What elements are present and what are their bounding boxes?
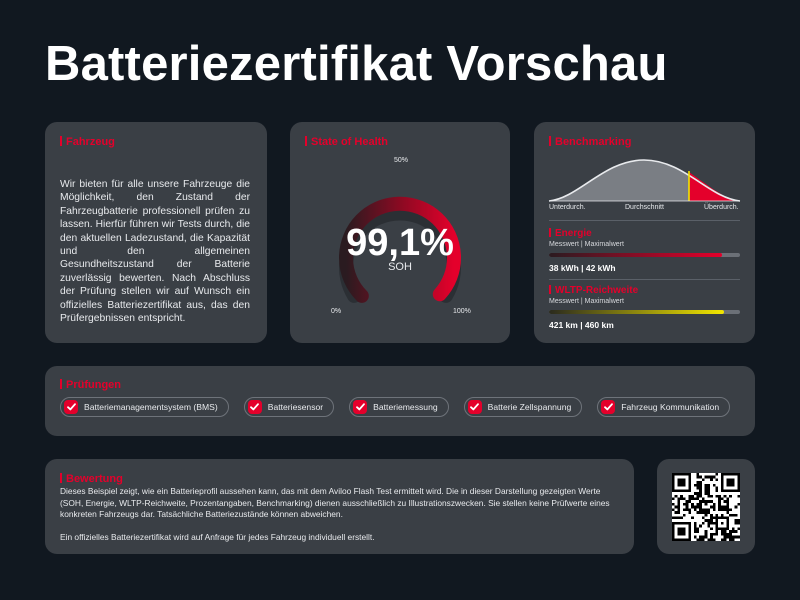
check-icon: [467, 400, 482, 414]
benchmark-label-high: Überdurch.: [704, 204, 739, 211]
tests-card-title: Prüfungen: [60, 379, 121, 391]
energy-bar-fill: [549, 253, 722, 257]
soh-gauge-fill: [339, 196, 461, 303]
range-subtitle: Messwert | Maximalwert: [549, 298, 624, 305]
soh-label: SOH: [388, 261, 412, 273]
test-chip-bms: Batteriemanagementsystem (BMS): [60, 397, 229, 417]
page-title: Batteriezertifikat Vorschau: [45, 37, 668, 91]
range-title: WLTP-Reichweite: [549, 285, 638, 296]
test-chip-communication: Fahrzeug Kommunikation: [597, 397, 731, 417]
vehicle-card: Fahrzeug Wir bieten für alle unsere Fahr…: [45, 122, 267, 343]
soh-tick-max: 100%: [453, 308, 471, 315]
check-icon: [64, 400, 78, 414]
test-chip-label: Batteriesensor: [267, 402, 324, 412]
soh-card-title: State of Health: [305, 136, 388, 148]
soh-card: State of Health 50% 99,1% SOH 0% 100%: [290, 122, 510, 343]
soh-tick-min: 0%: [331, 308, 342, 315]
benchmarking-card: Benchmarking Unterdurch. Durchschnitt Üb…: [534, 122, 755, 343]
vehicle-card-title: Fahrzeug: [60, 136, 115, 148]
benchmark-curve-line: [548, 159, 741, 202]
qr-code-icon[interactable]: [672, 473, 740, 541]
soh-gauge: [339, 196, 461, 303]
benchmark-divider-2: [549, 279, 740, 280]
test-chip-label: Batteriemessung: [373, 402, 438, 412]
check-icon: [601, 400, 616, 414]
evaluation-card-title: Bewertung: [60, 473, 123, 485]
range-value: 421 km | 460 km: [549, 320, 614, 330]
benchmarking-card-title: Benchmarking: [549, 136, 631, 148]
benchmark-highlight-area: [689, 172, 740, 201]
range-bar: [549, 310, 740, 314]
qr-card: [657, 459, 755, 554]
soh-tick-mid: 50%: [394, 157, 409, 164]
range-bar-fill: [549, 310, 724, 314]
benchmark-curve: [548, 159, 741, 202]
energy-title: Energie: [549, 228, 592, 239]
test-chip-label: Batterie Zellspannung: [487, 402, 572, 412]
tests-card: Prüfungen Batteriemanagementsystem (BMS)…: [45, 366, 755, 436]
test-chip-measurement: Batteriemessung: [349, 397, 449, 417]
test-chip-label: Fahrzeug Kommunikation: [621, 402, 720, 412]
benchmark-divider-1: [549, 220, 740, 221]
vehicle-description: Wir bieten für alle unsere Fahrzeuge die…: [60, 179, 250, 325]
check-icon: [247, 400, 262, 414]
check-icon: [353, 400, 368, 414]
evaluation-card: Bewertung Dieses Beispiel zeigt, wie ein…: [45, 459, 634, 554]
benchmark-label-mid: Durchschnitt: [625, 204, 664, 211]
test-chip-label: Batteriemanagementsystem (BMS): [84, 402, 218, 412]
energy-subtitle: Messwert | Maximalwert: [549, 241, 624, 248]
test-chip-cell-voltage: Batterie Zellspannung: [463, 397, 583, 417]
tests-list: Batteriemanagementsystem (BMS) Batteries…: [60, 397, 731, 417]
soh-value: 99,1%: [346, 222, 454, 264]
energy-bar: [549, 253, 740, 257]
test-chip-sensor: Batteriesensor: [243, 397, 335, 417]
evaluation-text: Dieses Beispiel zeigt, wie ein Batteriep…: [60, 486, 610, 543]
benchmark-label-low: Unterdurch.: [549, 204, 586, 211]
energy-value: 38 kWh | 42 kWh: [549, 263, 616, 273]
